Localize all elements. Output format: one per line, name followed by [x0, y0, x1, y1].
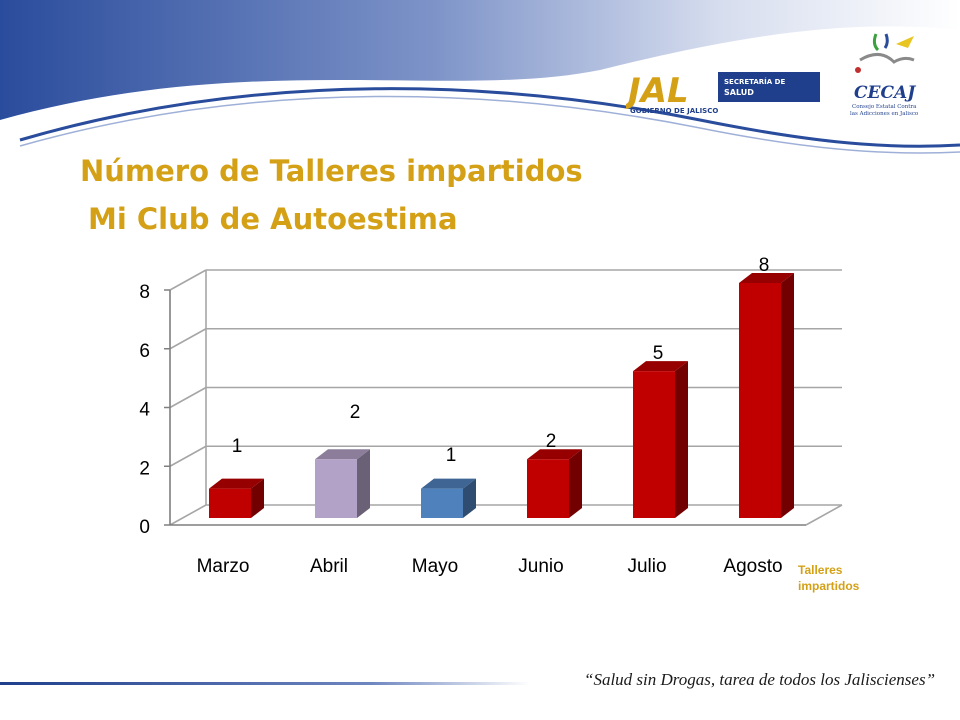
bar-marzo	[209, 478, 264, 518]
cecaj-name: CECAJ	[854, 83, 916, 103]
y-tick-label: 2	[139, 458, 150, 479]
bar-front	[209, 488, 251, 518]
gridline-connector	[169, 386, 207, 409]
bar-abril	[315, 449, 370, 518]
chart-bars	[209, 273, 794, 518]
bar-top	[633, 361, 688, 372]
jal-mark: JAL	[626, 71, 689, 111]
x-tick-label: Julio	[627, 556, 666, 577]
bar-top	[315, 449, 370, 460]
bar-side	[569, 449, 582, 518]
y-tick-label: 6	[139, 341, 150, 362]
chart-tick-labels: 0 2 4 6 8 Marzo Abril Mayo Junio Julio Agosto	[139, 282, 782, 577]
data-label-agosto: 8	[759, 255, 770, 276]
gridline-connector	[169, 504, 207, 526]
gridline-connector	[169, 269, 207, 291]
bar-top	[739, 273, 794, 283]
bar-side	[675, 361, 688, 518]
bar-top	[209, 478, 264, 489]
data-label-marzo: 1	[232, 436, 243, 457]
data-label-abril: 2	[350, 402, 361, 423]
header-swoosh-background	[0, 0, 960, 154]
y-tick-label: 0	[139, 517, 150, 538]
bar-side	[357, 449, 370, 518]
bar-top	[527, 449, 582, 460]
jal-dept-line2: SALUD	[724, 88, 754, 97]
bar-side	[781, 273, 794, 518]
bar-top	[421, 478, 476, 489]
cecaj-line1: Consejo Estatal Contra	[852, 104, 917, 110]
data-label-mayo: 1	[446, 445, 457, 466]
jal-dept-line1: SECRETARÍA DE	[724, 77, 785, 86]
bar-front	[315, 459, 357, 518]
x-tick-label: Abril	[310, 556, 348, 577]
footer-divider	[0, 682, 530, 685]
bar-side	[251, 478, 264, 518]
x-tick-label: Agosto	[723, 556, 782, 577]
bar-front	[739, 283, 781, 518]
gridline-connector	[169, 445, 207, 467]
bar-mayo	[421, 478, 476, 518]
bar-front	[421, 488, 463, 518]
bar-junio	[527, 449, 582, 518]
bar-side	[463, 478, 476, 518]
bar-front	[633, 371, 675, 518]
x-tick-label: Junio	[518, 556, 563, 577]
bar-julio	[633, 361, 688, 518]
legend-series-name: Talleres impartidos	[798, 563, 860, 593]
chart-data-labels: 1 2 1 2 5 8	[232, 255, 770, 466]
y-tick-label: 8	[139, 282, 150, 303]
data-label-junio: 2	[546, 431, 557, 452]
bar-front	[527, 459, 569, 518]
floor-edge	[805, 504, 843, 526]
jal-sub: GOBIERNO DE JALISCO	[630, 107, 718, 115]
bar-agosto	[739, 273, 794, 518]
slide-title-line2: Mi Club de Autoestima	[88, 202, 458, 236]
chart-axes	[164, 289, 806, 526]
slide-title-line1: Número de Talleres impartidos	[80, 154, 583, 188]
chart-legend: Talleres impartidos	[798, 563, 860, 593]
cecaj-logo: CECAJ Consejo Estatal Contra las Adiccio…	[846, 30, 926, 120]
gridline-connector	[169, 328, 207, 350]
data-label-julio: 5	[653, 343, 664, 364]
cecaj-line2: las Adicciones en Jalisco	[850, 111, 919, 117]
x-tick-label: Marzo	[197, 556, 250, 577]
x-tick-label: Mayo	[412, 556, 458, 577]
jalisco-government-logo: JAL GOBIERNO DE JALISCO SECRETARÍA DE SA…	[622, 68, 822, 116]
y-tick-label: 4	[139, 400, 150, 421]
footer-slogan: “Salud sin Drogas, tarea de todos los Ja…	[584, 670, 936, 689]
chart-gridlines	[169, 269, 843, 526]
